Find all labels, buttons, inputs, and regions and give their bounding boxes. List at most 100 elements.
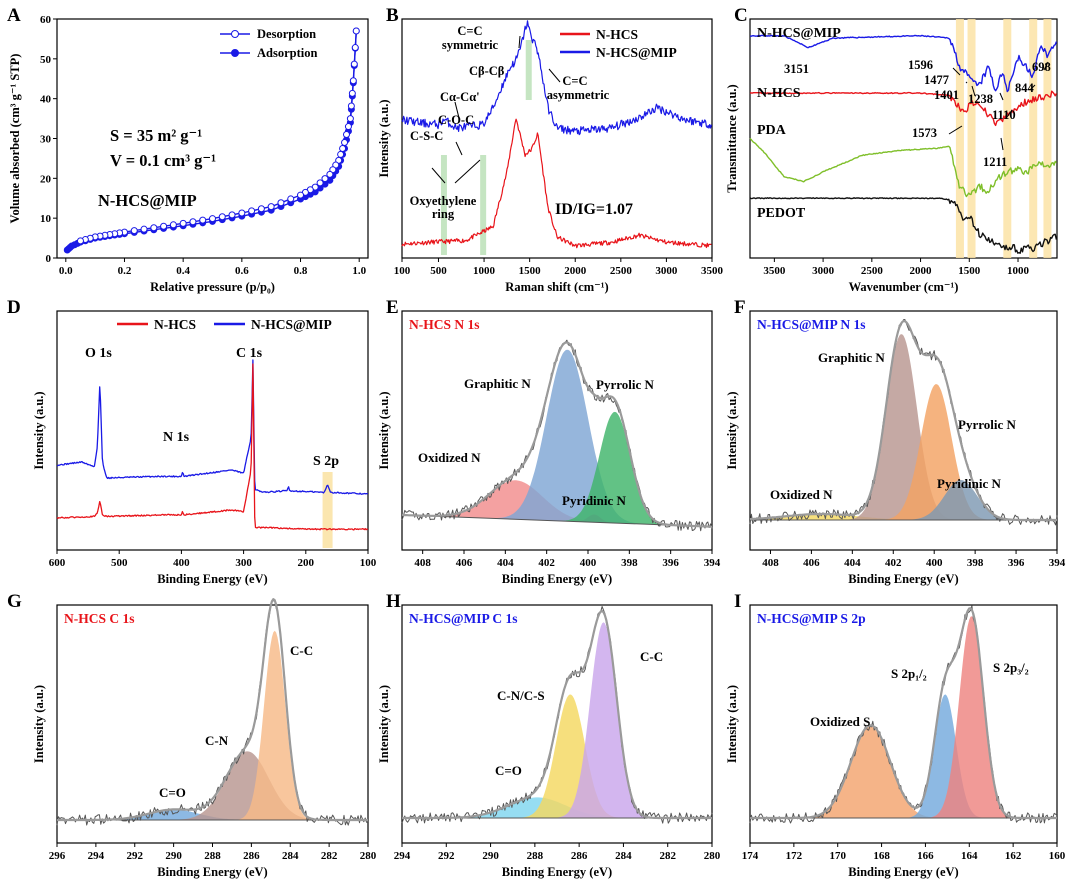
annotation-arrow [952, 67, 961, 76]
x-tick-label: 3500 [763, 265, 786, 277]
n-hcs-raman-line [401, 118, 712, 249]
annotation-arrow [454, 159, 481, 184]
x-tick-label: 280 [704, 850, 721, 862]
pore-volume-label: V = 0.1 cm³ g⁻¹ [110, 151, 216, 170]
panel-letter: A [7, 5, 21, 26]
annotation-arrow [1029, 84, 1036, 91]
x-tick-label: 1.0 [352, 265, 366, 277]
y-axis-label: Volume absorbed (cm³ g⁻¹ STP) [8, 54, 22, 224]
raman-band [525, 40, 532, 100]
component-peak-0 [750, 725, 1057, 818]
x-tick-label: 408 [414, 557, 431, 569]
desorption-point [140, 225, 148, 233]
x-tick-label: 398 [967, 557, 984, 569]
desorption-point [337, 150, 345, 158]
x-tick-label: 296 [49, 850, 66, 862]
y-tick-label: 10 [40, 213, 52, 225]
ftir-band [967, 19, 976, 258]
fit-envelope-line [402, 341, 713, 528]
component-peak-0 [750, 514, 1057, 520]
desorption-point [267, 203, 275, 211]
annotation-arrow [1043, 61, 1049, 71]
annotation-arrow [999, 92, 1004, 101]
desorption-point [238, 209, 246, 217]
peak-label-0: Oxidized N [770, 487, 833, 502]
panel-f: 408 406 404 402 400 398 396 394 Binding Energy (… [725, 297, 1066, 586]
y-axis-label: Intensity (a.u.) [377, 391, 391, 469]
desorption-point [150, 224, 158, 232]
panel-title: N-HCS N 1s [409, 317, 480, 332]
x-tick-label: 394 [1049, 557, 1066, 569]
coc-label: C-O-C [438, 113, 474, 127]
x-tick-label: 294 [394, 850, 411, 862]
desorption-point [347, 102, 355, 110]
peak-label-0: Oxidized S [810, 714, 870, 729]
desorption-point [349, 77, 357, 85]
x-axis-label: Raman shift (cm⁻¹) [505, 280, 608, 294]
legend-adsorption-label: Adsorption [257, 46, 317, 60]
x-tick-label: 402 [885, 557, 902, 569]
component-peak-0 [402, 480, 712, 527]
peak-label-2: C-C [290, 643, 313, 658]
peak-1238-label: 1238 [968, 92, 993, 106]
n-hcs-mip-label: N-HCS@MIP [757, 26, 841, 41]
x-tick-label: 396 [662, 557, 679, 569]
desorption-point [316, 179, 324, 187]
peak-label-2: S 2p₃/₂ [993, 660, 1029, 675]
x-tick-label: 3500 [701, 265, 724, 277]
plot-frame [401, 310, 713, 551]
panel-title: N-HCS@MIP C 1s [409, 611, 518, 626]
x-tick-label: 0.4 [176, 265, 190, 277]
raman-band [480, 155, 487, 255]
peak-1211-label: 1211 [983, 155, 1007, 169]
cc-asym-sublabel: asymmetric [547, 88, 610, 102]
desorption-point [199, 216, 207, 224]
x-tick-label: 290 [165, 850, 182, 862]
peak-1110-label: 1110 [992, 108, 1016, 122]
peak-1401-label: 1401 [934, 88, 959, 102]
fit-envelope-line [750, 607, 1057, 820]
x-tick-label: 290 [482, 850, 499, 862]
x-tick-label: 284 [282, 850, 299, 862]
desorption-point [160, 222, 168, 230]
n-hcs-xps-line [56, 363, 369, 531]
component-peak-3 [402, 411, 712, 527]
x-tick-label: 400 [926, 557, 943, 569]
panel-h: 294 292 290 288 286 284 282 280 Binding Energy (… [377, 591, 721, 879]
y-tick-label: 50 [40, 54, 52, 66]
desorption-point [218, 213, 226, 221]
pedot-ftir-line [749, 197, 1058, 254]
desorption-point [257, 205, 265, 213]
x-axis-label: Binding Energy (eV) [157, 572, 267, 586]
component-peak-2 [750, 616, 1057, 818]
y-axis-label: Intensity (a.u.) [32, 391, 46, 469]
legend-n-hcs-mip-label: N-HCS@MIP [596, 45, 677, 60]
x-axis-label: Relative pressure (p/p₀) [150, 280, 275, 294]
peak-label-3: Pyridinic N [562, 493, 627, 508]
panel-letter: H [386, 591, 401, 612]
ring-label: ring [432, 207, 455, 221]
panel-title: N-HCS C 1s [64, 611, 135, 626]
desorption-point [348, 89, 356, 97]
x-tick-label: 100 [394, 265, 411, 277]
desorption-point [352, 27, 360, 35]
x-tick-label: 282 [659, 850, 676, 862]
component-peak-3 [750, 480, 1057, 520]
x-tick-label: 404 [844, 557, 861, 569]
panel-i: 174 172 170 168 166 164 162 160 Binding Energy (… [725, 591, 1066, 879]
peak-1596-label: 1596 [908, 58, 933, 72]
x-tick-label: 3000 [655, 265, 678, 277]
x-tick-label: 402 [538, 557, 555, 569]
peak-label-0: Oxidized N [418, 450, 481, 465]
y-axis-label: Intensity (a.u.) [377, 685, 391, 763]
legend-n-hcs-label: N-HCS [596, 27, 638, 42]
pedot-label: PEDOT [757, 206, 806, 221]
x-tick-label: 500 [111, 557, 128, 569]
x-tick-label: 288 [204, 850, 221, 862]
plot-frame [749, 604, 1058, 844]
desorption-point [179, 219, 187, 227]
sample-label: N-HCS@MIP [98, 191, 197, 210]
peak-label-1: C-N [205, 733, 229, 748]
annotation-arrow [971, 85, 976, 97]
